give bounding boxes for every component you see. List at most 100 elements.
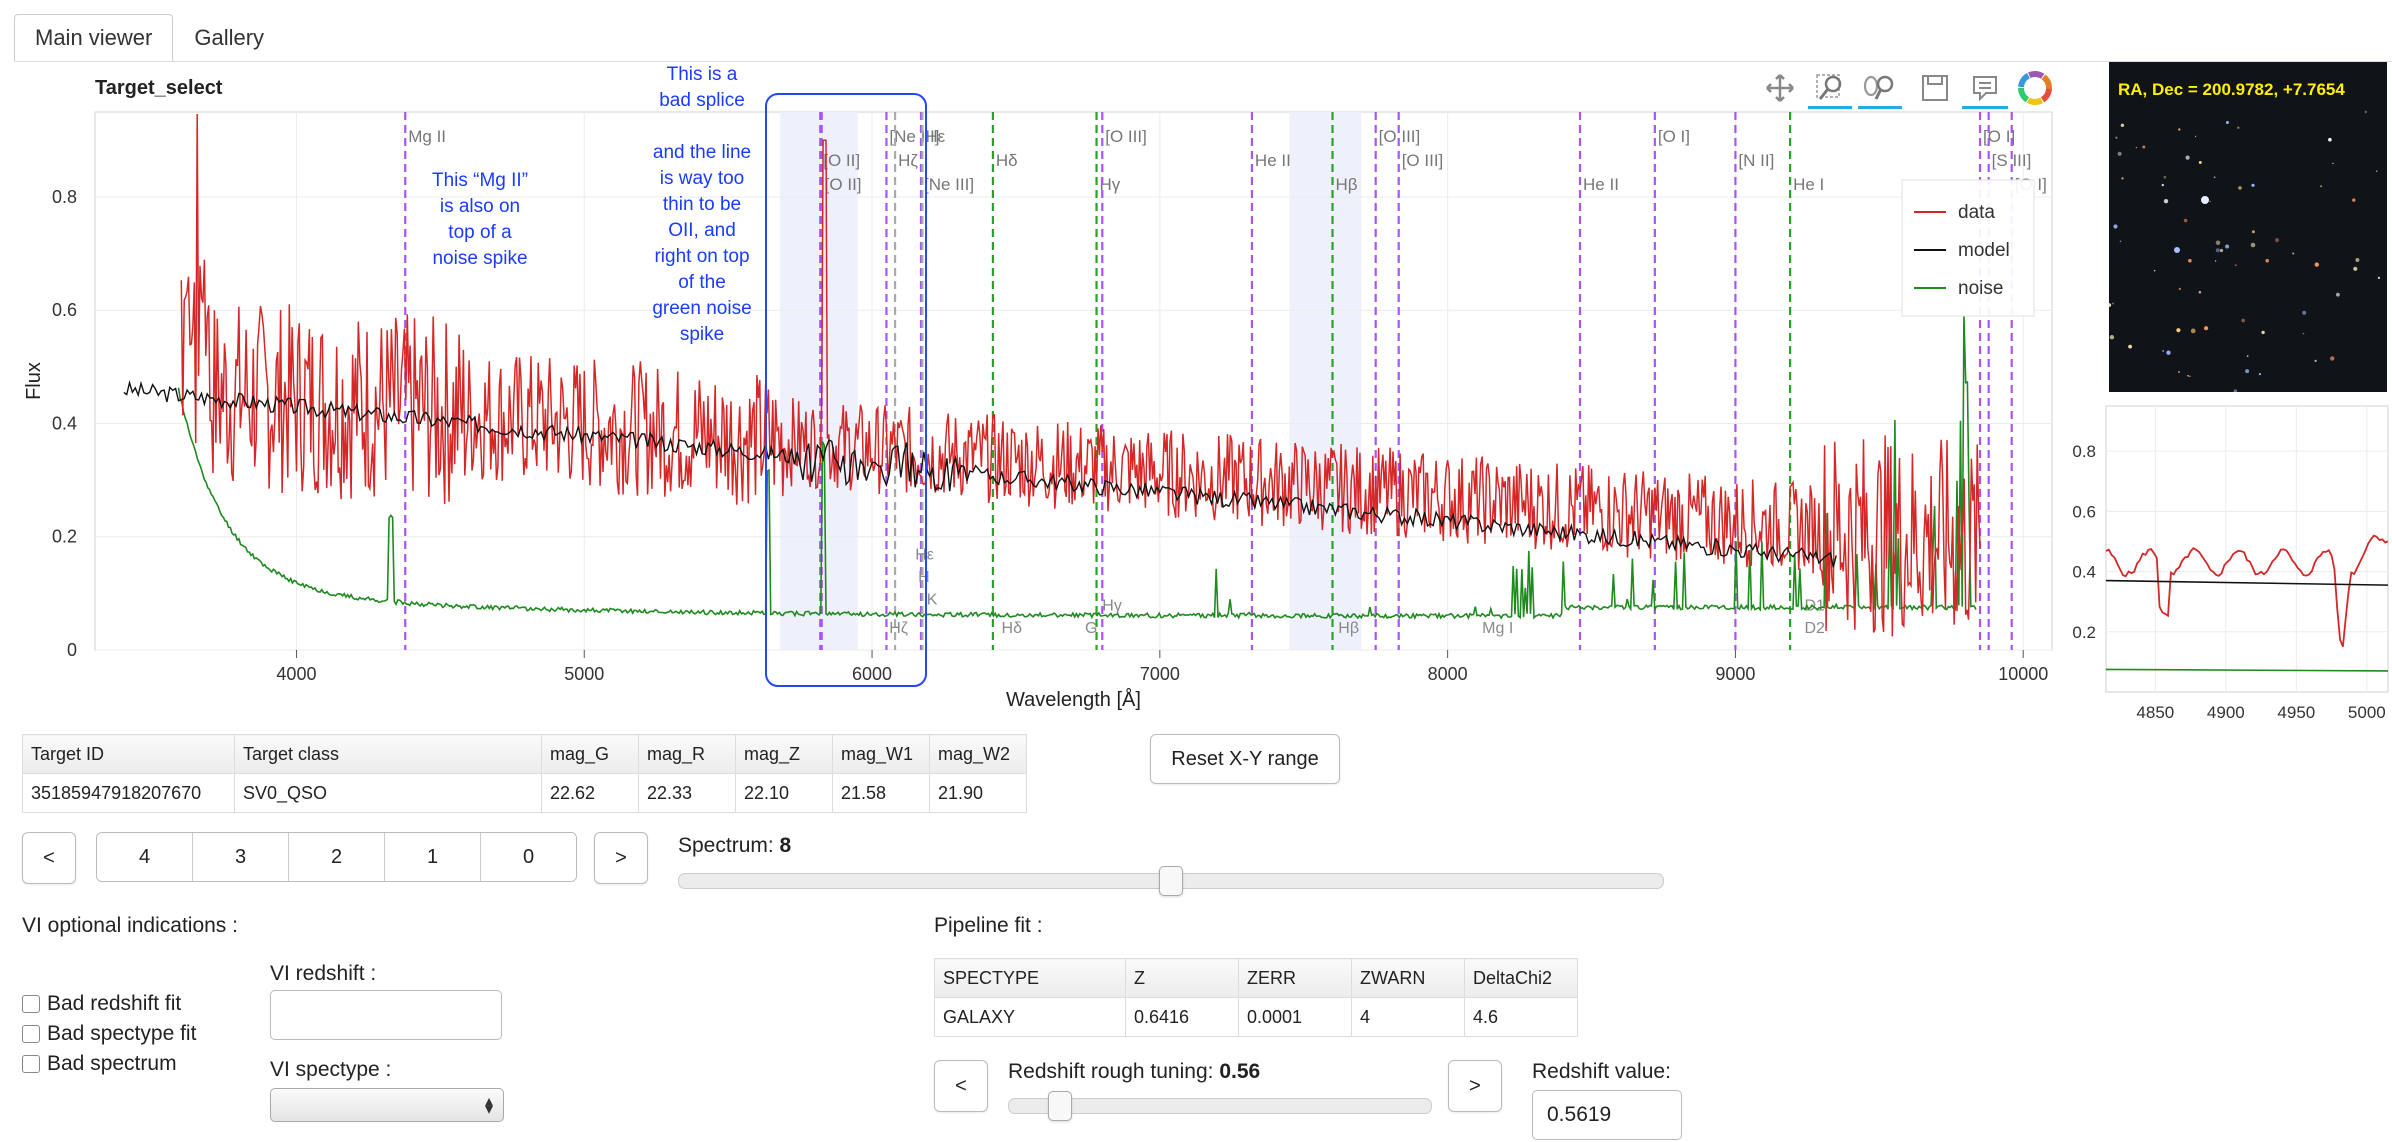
- col-header: mag_W2: [929, 734, 1027, 774]
- hover-active-underline: [1962, 106, 2008, 109]
- vi-redshift-label: VI redshift :: [270, 962, 377, 985]
- select-arrows-icon: ▴: [484, 1093, 493, 1110]
- annotation-text: This “Mg II”: [432, 170, 528, 191]
- page-button[interactable]: 4: [97, 833, 193, 881]
- star-point: [2176, 328, 2181, 333]
- vi-spectype-select[interactable]: ▴ ▾: [270, 1088, 504, 1122]
- star-point: [2177, 370, 2181, 374]
- page-button[interactable]: 0: [481, 833, 576, 881]
- inset-y-tick-label: 0.2: [2072, 623, 2096, 642]
- tab-main-viewer[interactable]: Main viewer: [14, 14, 174, 61]
- star-point: [2201, 196, 2209, 204]
- shaded-band: [1289, 112, 1362, 650]
- box-zoom-icon[interactable]: [1810, 68, 1850, 108]
- redshift-tuning-label: Redshift rough tuning: 0.56: [1008, 1060, 1260, 1084]
- star-point: [2189, 375, 2191, 377]
- checkbox-box[interactable]: [22, 1055, 40, 1073]
- star-point: [2219, 248, 2224, 253]
- tab-bar: Main viewer Gallery: [14, 14, 285, 62]
- pan-tool-icon[interactable]: [1760, 68, 1800, 108]
- y-tick-label: 0.4: [52, 413, 77, 433]
- page-button[interactable]: 1: [385, 833, 481, 881]
- redshift-decrease-button[interactable]: <: [934, 1060, 988, 1112]
- star-point: [2274, 238, 2280, 243]
- hover-tool-icon[interactable]: [1965, 68, 2005, 108]
- select-arrows-down-icon: ▾: [484, 1101, 493, 1118]
- annotation-text: thin to be: [663, 194, 741, 215]
- next-spectrum-button[interactable]: >: [594, 832, 648, 884]
- star-point: [2178, 287, 2181, 291]
- star-point: [2213, 176, 2216, 179]
- redshift-increase-button[interactable]: >: [1448, 1060, 1502, 1112]
- absorption-label: H: [918, 569, 930, 586]
- tab-gallery[interactable]: Gallery: [194, 25, 265, 50]
- y-tick-label: 0.6: [52, 300, 77, 320]
- mag-w1: 21.58: [832, 773, 930, 813]
- plot-title: Target_select: [95, 77, 223, 99]
- star-point: [2187, 375, 2189, 377]
- checkbox-box[interactable]: [22, 995, 40, 1013]
- legend-entry: data: [1958, 202, 1995, 223]
- star-point: [2117, 151, 2122, 156]
- target-table-header: Target ID Target class mag_G mag_R mag_Z…: [22, 734, 1027, 774]
- z-value: 0.6416: [1125, 997, 1239, 1037]
- bad-spectrum-checkbox[interactable]: Bad spectrum: [22, 1052, 177, 1076]
- annotation-text: right on top: [654, 246, 749, 267]
- star-point: [2241, 318, 2245, 323]
- emission-line-label: [O III]: [1105, 127, 1147, 146]
- checkbox-box[interactable]: [22, 1025, 40, 1043]
- page-button[interactable]: 3: [193, 833, 289, 881]
- x-tick-label: 5000: [564, 664, 604, 684]
- plot-frame: [94, 111, 2053, 651]
- spectype-value: GALAXY: [934, 997, 1126, 1037]
- reset-xy-range-button[interactable]: Reset X-Y range: [1150, 734, 1340, 784]
- checkbox-label: Bad spectrum: [47, 1052, 177, 1075]
- target-image: [2107, 62, 2387, 394]
- vi-spectype-label: VI spectype :: [270, 1058, 392, 1081]
- star-point: [2328, 137, 2332, 142]
- mag-w2: 21.90: [929, 773, 1027, 813]
- vi-redshift-input[interactable]: [270, 990, 502, 1040]
- bad-redshift-checkbox[interactable]: Bad redshift fit: [22, 992, 181, 1016]
- table-row: GALAXY 0.6416 0.0001 4 4.6: [934, 997, 1578, 1037]
- mag-r: 22.33: [638, 773, 736, 813]
- absorption-label: Hζ: [889, 620, 908, 637]
- absorption-label: D1: [1804, 597, 1825, 614]
- star-point: [2314, 359, 2317, 362]
- save-icon[interactable]: [1915, 68, 1955, 108]
- bokeh-logo-icon[interactable]: [2015, 68, 2055, 108]
- star-point: [2120, 123, 2125, 127]
- spectrum-plot[interactable]: Target_select 0 0.2 0.4 0.6 0.8 4000 5000 6000 70…: [0, 62, 2060, 738]
- col-header: Target ID: [22, 734, 235, 774]
- spectrum-label-text: Spectrum:: [678, 834, 780, 857]
- redshift-tuning-slider[interactable]: [1008, 1098, 1432, 1114]
- star-point: [2174, 247, 2180, 253]
- redshift-value-input[interactable]: 0.5619: [1532, 1090, 1682, 1140]
- star-point: [2204, 326, 2209, 331]
- star-point: [2215, 240, 2221, 246]
- bad-spectype-checkbox[interactable]: Bad spectype fit: [22, 1022, 196, 1046]
- page-button[interactable]: 2: [289, 833, 385, 881]
- star-point: [2353, 266, 2358, 271]
- col-header: mag_W1: [832, 734, 930, 774]
- target-table: Target ID Target class mag_G mag_R mag_Z…: [22, 734, 1027, 813]
- radec-label: RA, Dec = 200.9782, +7.7654: [2118, 80, 2345, 99]
- star-point: [2163, 175, 2167, 179]
- annotation-highlight-box: [765, 93, 927, 687]
- star-point: [2163, 199, 2169, 204]
- annotation-text: spike: [680, 324, 724, 345]
- prev-spectrum-button[interactable]: <: [22, 832, 76, 884]
- zoom-inset-plot[interactable]: 0.2 0.4 0.6 0.8 4850 4900 4950 5000: [2058, 396, 2392, 742]
- star-point: [2355, 258, 2360, 262]
- tab-divider: [14, 61, 2392, 62]
- star-point: [2109, 335, 2115, 340]
- redshift-tuning-handle[interactable]: [1047, 1091, 1072, 1121]
- star-point: [2112, 302, 2114, 305]
- col-header: ZWARN: [1351, 958, 1465, 998]
- star-point: [2198, 290, 2202, 294]
- wheel-zoom-icon[interactable]: [1860, 68, 1900, 108]
- star-point: [2161, 183, 2164, 187]
- spectrum-slider-handle[interactable]: [1159, 866, 1183, 896]
- col-header: SPECTYPE: [934, 958, 1126, 998]
- star-point: [2320, 185, 2323, 188]
